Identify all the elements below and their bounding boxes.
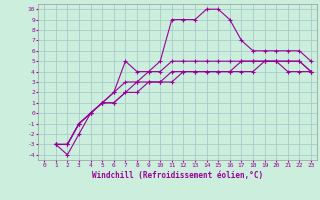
X-axis label: Windchill (Refroidissement éolien,°C): Windchill (Refroidissement éolien,°C): [92, 171, 263, 180]
